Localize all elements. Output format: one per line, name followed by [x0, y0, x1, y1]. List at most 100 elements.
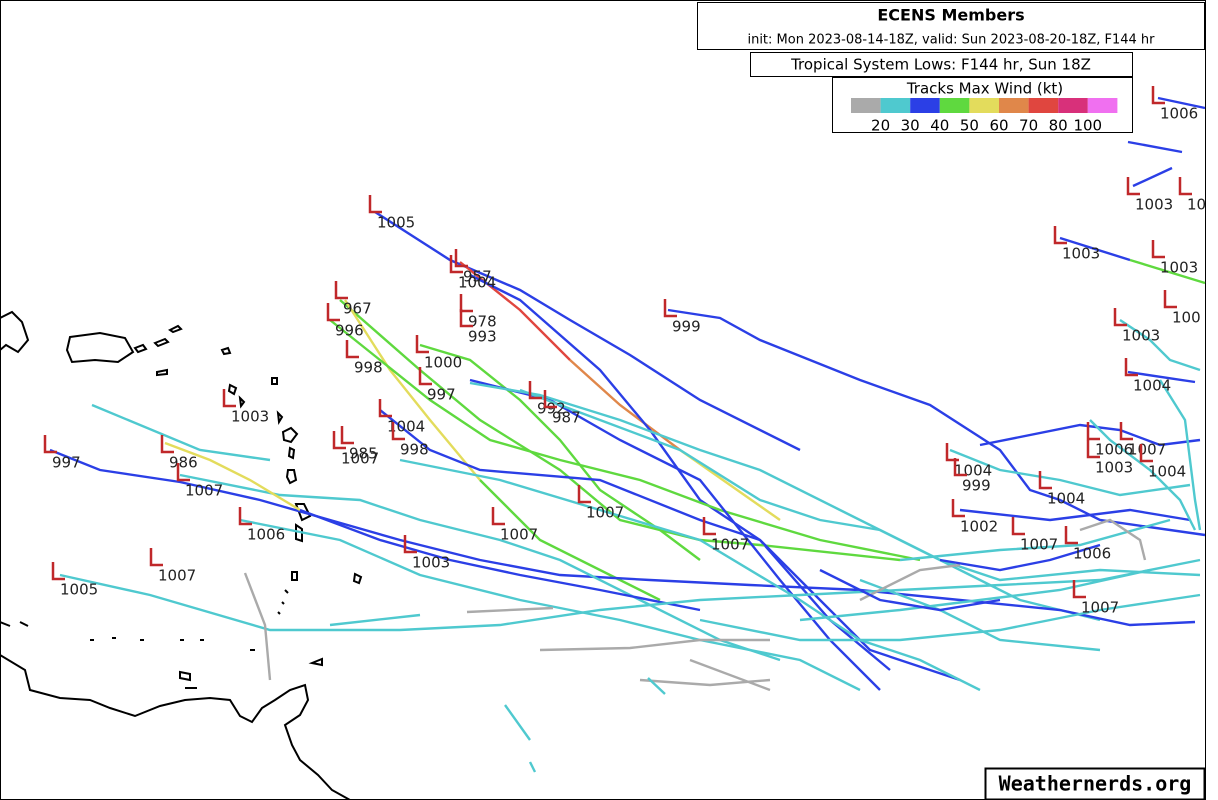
low-pressure: 1007 [1020, 536, 1058, 554]
legend-swatch [880, 98, 911, 113]
track [959, 508, 1191, 522]
low-pressure: 999 [672, 318, 701, 336]
low-pressure: 1007 [711, 536, 749, 554]
low-pressure: 998 [400, 441, 429, 459]
low-flag [176, 463, 190, 482]
low-pressure: 1004 [1133, 377, 1171, 395]
low-pressure: 1006 [1160, 105, 1198, 123]
legend-swatch [910, 98, 940, 113]
legend-swatch [1087, 98, 1118, 113]
legend-swatch [969, 98, 999, 113]
track [239, 518, 861, 692]
legend-label: 40 [930, 117, 949, 135]
low-pressure: 986 [169, 454, 198, 472]
track [639, 678, 771, 687]
low-pressure: 1003 [412, 554, 450, 572]
legend-label: 70 [1019, 117, 1038, 135]
track [1119, 319, 1201, 372]
track [164, 441, 301, 512]
track [379, 409, 961, 682]
low-pressure: 978 [468, 313, 497, 331]
low-flag [1178, 177, 1192, 196]
low-flag [449, 255, 463, 274]
header: ECENS Members init: Mon 2023-08-14-18Z, … [697, 2, 1205, 135]
legend-swatch [1058, 98, 1088, 113]
low-flag [491, 507, 505, 526]
low-pressure: 1005 [60, 581, 98, 599]
track [1157, 96, 1206, 110]
track [399, 458, 981, 692]
low-flag [1124, 358, 1138, 377]
low-flag [454, 249, 468, 268]
low-pressure: 1004 [387, 418, 425, 436]
low-pressure: 1004 [1148, 463, 1186, 481]
track [1127, 370, 1196, 384]
track [1129, 258, 1206, 285]
legend-swatch [851, 98, 881, 113]
legend-label: 30 [901, 117, 920, 135]
track [1132, 166, 1173, 188]
low-pressure: 1007 [158, 567, 196, 585]
low-pressure: 985 [349, 445, 378, 463]
subtitle-box [750, 52, 1133, 77]
low-flag [403, 535, 417, 554]
subtitle: Tropical System Lows: F144 hr, Sun 18Z [790, 56, 1091, 74]
watermark-box [984, 767, 1206, 800]
low-flag [149, 548, 163, 567]
low-flag [238, 507, 252, 526]
track [59, 558, 1201, 632]
low-flag [222, 389, 236, 408]
track [479, 479, 661, 602]
track [1089, 419, 1197, 531]
low-flag [43, 435, 57, 454]
low-flag [1151, 86, 1165, 105]
track [49, 448, 1196, 627]
low-pressure: 1003 [231, 408, 269, 426]
track [91, 403, 271, 462]
coastlines [0, 310, 363, 800]
low-pressure: 1007 [1128, 441, 1166, 459]
low-pressure: 1003 [1062, 245, 1100, 263]
track [329, 319, 921, 562]
low-flag [1151, 240, 1165, 259]
low-flag [543, 390, 557, 409]
low-pressure: 1002 [960, 518, 998, 536]
track [343, 299, 481, 481]
watermark: Weathernerds.org [999, 772, 1192, 796]
low-flag [391, 422, 405, 441]
legend-label: 60 [989, 117, 1008, 135]
low-flag [1119, 422, 1133, 441]
low-pressure: 1007 [185, 482, 223, 500]
track [299, 508, 701, 612]
low-flag [459, 309, 473, 328]
track [647, 677, 666, 695]
low-pressure: 993 [468, 328, 497, 346]
track [1158, 379, 1202, 531]
low-flag [1139, 444, 1153, 463]
low-pressure: 1003 [1095, 459, 1133, 477]
low-flag [51, 562, 65, 581]
low-pressure: 996 [335, 322, 364, 340]
low-flag [951, 499, 965, 518]
low-flag [378, 399, 392, 418]
track [419, 343, 701, 561]
low-flag [1011, 517, 1025, 536]
low-flag [1086, 422, 1100, 441]
low-flag [1163, 290, 1177, 309]
track [459, 261, 571, 361]
low-pressure: 1003 [1135, 196, 1173, 214]
legend-label: 100 [1073, 117, 1102, 135]
track [899, 518, 1171, 562]
track [519, 388, 1201, 582]
low-pressure: 987 [552, 409, 581, 427]
low-flag [1053, 226, 1067, 245]
legend-swatch [1028, 98, 1059, 113]
track [1079, 518, 1147, 561]
low-pressure: 957 [463, 268, 492, 286]
legend-title: Tracks Max Wind (kt) [906, 80, 1063, 98]
track [1127, 140, 1183, 154]
track [528, 761, 537, 773]
low-pressure: 998 [354, 359, 383, 377]
low-flag [1113, 308, 1127, 327]
